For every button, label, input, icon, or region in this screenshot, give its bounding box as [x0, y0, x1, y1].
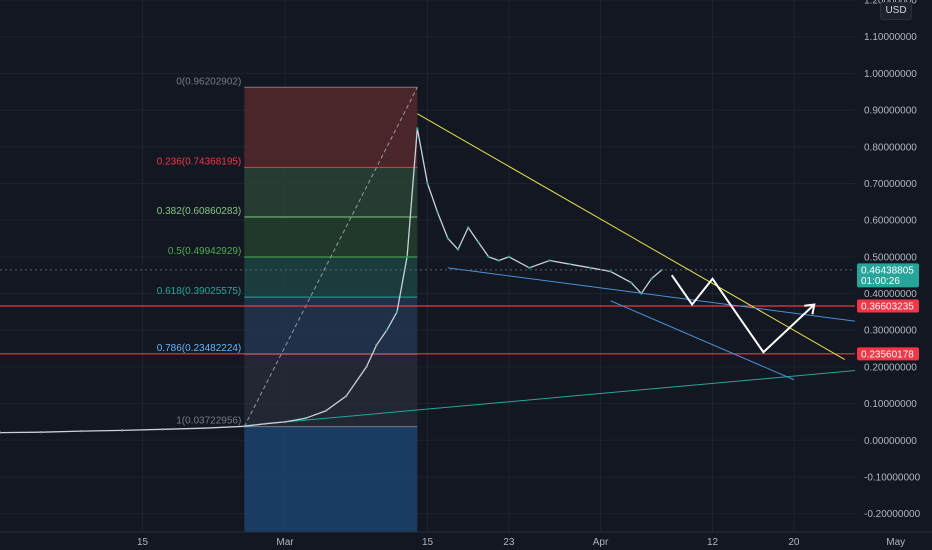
price-line: [0, 128, 663, 434]
price-point: [436, 211, 439, 214]
price-point: [375, 343, 378, 347]
horizontal-levels[interactable]: [0, 305, 855, 355]
price-tag: [857, 299, 919, 313]
price-point: [80, 429, 83, 433]
x-axis[interactable]: 15 Mar 15 23 Apr 12 20 May: [0, 531, 932, 550]
price-point: [467, 226, 470, 229]
x-tick-label: 15: [137, 537, 149, 548]
x-tick-label: 15: [422, 537, 434, 548]
x-tick-label: 23: [503, 537, 515, 548]
fib-zone: [244, 216, 418, 258]
price-point: [416, 127, 419, 130]
price-point: [477, 240, 480, 244]
price-point: [405, 255, 409, 259]
fib-zone: [244, 257, 418, 298]
fibonacci-retracement[interactable]: 0(0.96202902) 0.236(0.74368195) 0.382(0.60…: [157, 76, 418, 532]
price-point: [39, 431, 42, 434]
price-tag-countdown: 01:00:26: [861, 276, 900, 287]
price-point: [304, 417, 307, 420]
price-point: [344, 395, 348, 398]
y-tick-label: 0.80000000: [864, 142, 917, 153]
price-point: [609, 270, 612, 273]
x-tick-label: May: [886, 537, 905, 548]
y-tick-label: 1.00000000: [864, 69, 917, 80]
fib-level-label: 1(0.03722956): [176, 416, 241, 427]
price-point: [568, 262, 572, 266]
price-point: [629, 281, 633, 284]
fib-zone: [244, 354, 418, 427]
price-series: [0, 127, 663, 434]
fib-level-label: 0(0.96202902): [176, 76, 241, 87]
price-point: [650, 277, 653, 281]
price-point: [395, 310, 399, 314]
price-point: [0, 431, 2, 434]
projection-path[interactable]: [670, 274, 816, 354]
fib-level-label: 0.618(0.39025575): [157, 286, 242, 297]
y-tick-label: 0.20000000: [864, 362, 917, 373]
price-point: [497, 259, 500, 262]
price-point: [589, 266, 592, 270]
price-point: [446, 237, 450, 240]
price-tag-label: 0.23560178: [861, 349, 914, 360]
grid-lines: [0, 0, 897, 532]
y-tick-label: 1.10000000: [864, 32, 917, 43]
price-point: [263, 422, 266, 425]
y-tick-label: 0.60000000: [864, 216, 917, 227]
y-tick-label: -0.20000000: [864, 509, 921, 520]
fib-zone: [244, 426, 418, 532]
x-tick-label: 12: [707, 537, 719, 548]
x-axis-background: [0, 532, 932, 550]
price-tag-label: 0.46438805: [861, 265, 914, 276]
trendline[interactable]: [244, 366, 896, 427]
currency-badge[interactable]: USD: [880, 2, 912, 20]
y-tick-label: -0.10000000: [864, 472, 921, 483]
price-point: [283, 420, 287, 424]
price-tag-label: 0.36603235: [861, 301, 914, 312]
y-tick-label: 0.40000000: [864, 289, 917, 300]
x-tick-label: Mar: [276, 537, 294, 548]
price-point: [161, 428, 165, 431]
trendline[interactable]: [417, 113, 846, 360]
y-tick-label: 0.30000000: [864, 326, 917, 337]
fib-level-label: 0.236(0.74368195): [157, 156, 242, 167]
y-tick-label: 0.10000000: [864, 399, 917, 410]
trendline[interactable]: [447, 267, 896, 328]
fib-zone: [244, 167, 418, 217]
projection-line[interactable]: [670, 274, 815, 354]
x-tick-label: Apr: [593, 537, 609, 548]
price-point: [507, 255, 511, 259]
y-tick-label: 0.50000000: [864, 252, 917, 263]
price-point: [202, 426, 205, 430]
x-tick-label: 20: [788, 537, 800, 548]
fib-level-label: 0.786(0.23482224): [157, 343, 242, 354]
price-point: [426, 182, 429, 185]
price-point: [385, 329, 388, 332]
price-point: [456, 248, 460, 251]
y-tick-label: 0.70000000: [864, 179, 917, 190]
trendline[interactable]: [610, 300, 795, 381]
fib-level-label: 0.382(0.60860283): [157, 206, 242, 217]
projection-arrowhead: [804, 303, 816, 315]
price-point: [243, 425, 246, 428]
price-point: [487, 255, 490, 259]
fib-trend-line: [243, 87, 418, 427]
fib-zone: [244, 297, 418, 355]
price-point: [548, 259, 551, 262]
trendlines[interactable]: [244, 113, 896, 427]
price-point: [640, 292, 643, 295]
price-point: [365, 365, 368, 369]
y-tick-label: 0.00000000: [864, 436, 917, 447]
price-point: [528, 266, 531, 270]
price-point: [120, 429, 124, 432]
price-point: [324, 409, 327, 413]
fib-level-label: 0.5(0.49942929): [168, 246, 241, 257]
y-tick-label: 0.90000000: [864, 106, 917, 117]
price-tag: [857, 263, 919, 288]
fib-zone: [244, 87, 418, 168]
price-tag: [857, 347, 919, 361]
